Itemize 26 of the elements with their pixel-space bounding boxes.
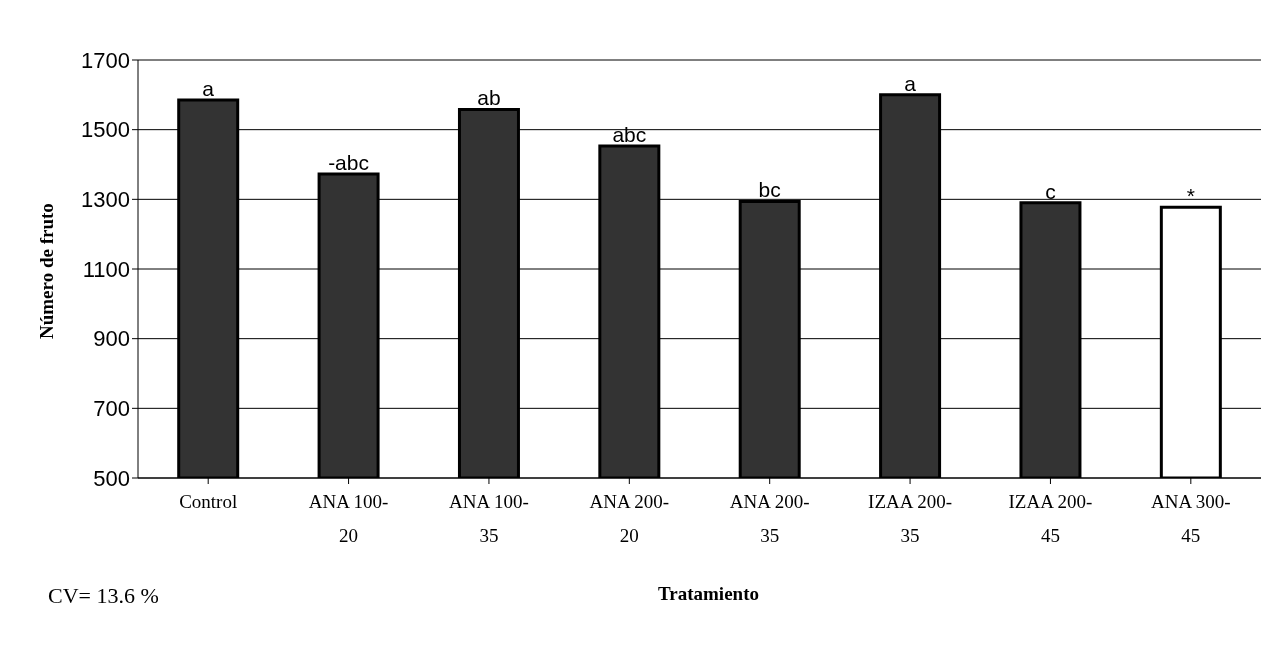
y-tick-label: 1100: [82, 256, 130, 282]
annotation: *: [1186, 184, 1195, 208]
x-tick-label: IZAA 200-45: [1008, 491, 1093, 546]
x-tick-label: ANA 200-35: [729, 491, 810, 546]
x-tick-label: ANA 100-20: [308, 491, 389, 546]
x-tick-label: ANA 200-20: [589, 491, 670, 546]
y-tick-label: 1700: [81, 47, 130, 73]
annotation: c: [1045, 179, 1056, 203]
y-axis-title: Número de fruto: [35, 203, 57, 339]
x-tick-label: IZAA 200-35: [868, 491, 953, 546]
y-tick-label: 500: [93, 465, 130, 491]
annotation: a: [202, 77, 215, 101]
annotation: a: [904, 71, 917, 95]
y-tick-label: 1300: [81, 187, 130, 213]
x-tick-label: ANA 100-35: [449, 491, 529, 546]
text: CV= 13.6 %: [48, 583, 159, 609]
y-tick-label: 700: [93, 396, 130, 422]
annotation: ab: [477, 86, 501, 110]
x-tick-label: ANA 300-45: [1150, 491, 1231, 546]
annotation: abc: [612, 123, 647, 147]
y-tick-label: 900: [93, 326, 130, 352]
y-tick-label: 1500: [81, 117, 130, 143]
annotation: -abc: [328, 150, 369, 174]
x-tick-label: Control: [179, 491, 238, 512]
x-axis-title: Tratamiento: [658, 583, 759, 604]
annotation: bc: [758, 178, 781, 202]
